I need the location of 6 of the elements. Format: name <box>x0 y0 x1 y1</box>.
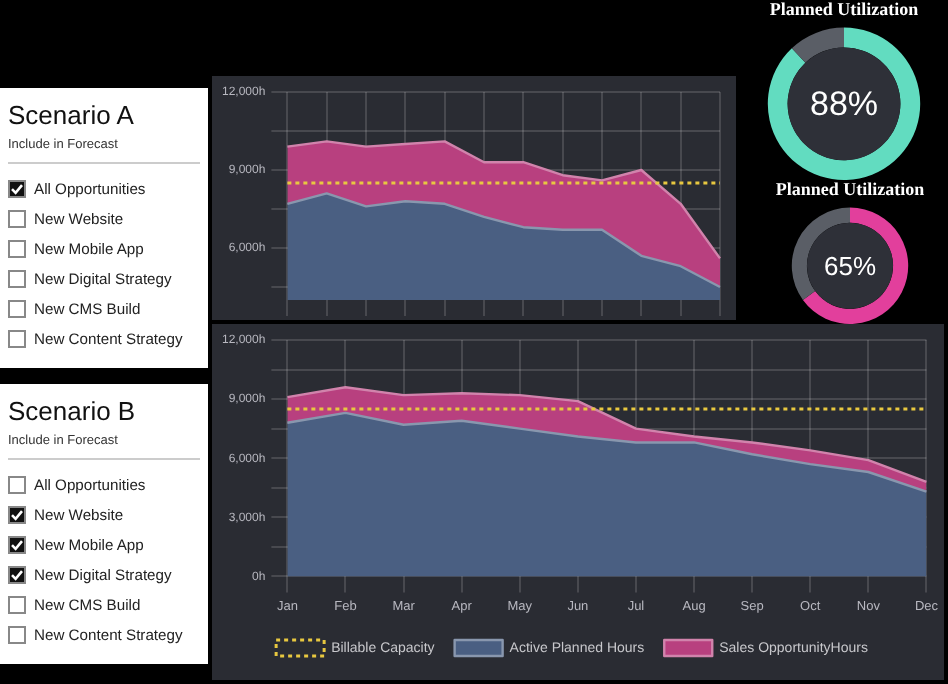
text: Scenario B <box>8 396 138 426</box>
data-label: 65% <box>823 250 877 281</box>
chart-title: Planned Utilization <box>769 0 919 20</box>
chart-title: Planned Utilization <box>775 179 925 200</box>
text: Scenario A <box>8 100 136 130</box>
data-label: 88% <box>809 85 879 124</box>
